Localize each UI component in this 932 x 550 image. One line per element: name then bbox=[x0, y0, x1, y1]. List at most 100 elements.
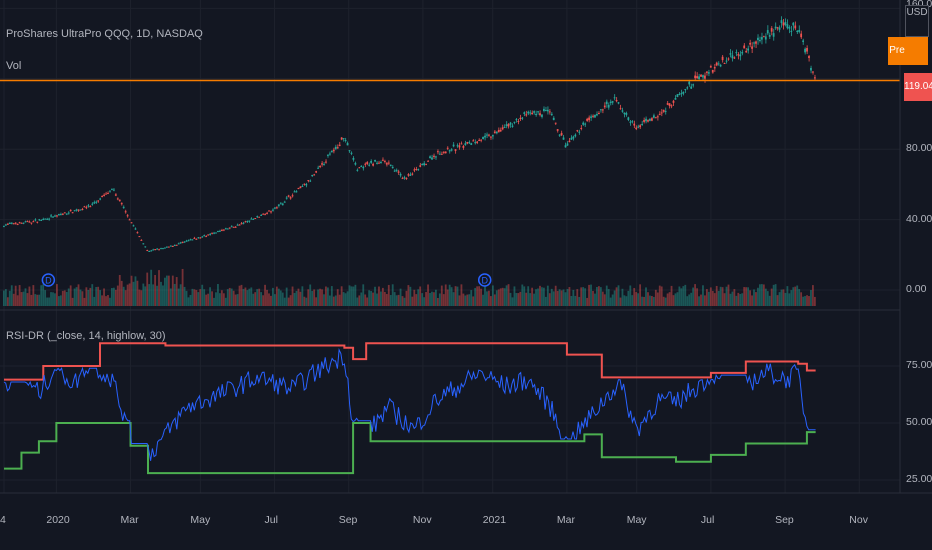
volume-bar bbox=[786, 286, 789, 306]
candle-body bbox=[511, 125, 514, 127]
candle-body bbox=[772, 33, 775, 37]
candle-body bbox=[431, 157, 433, 160]
candle-body bbox=[8, 222, 11, 224]
candle-body bbox=[167, 246, 170, 248]
volume-bar bbox=[120, 280, 123, 306]
candle-body bbox=[268, 210, 270, 212]
candle-body bbox=[307, 180, 310, 182]
volume-bar bbox=[584, 288, 587, 306]
volume-bar bbox=[436, 297, 439, 306]
volume-legend[interactable]: Vol bbox=[6, 60, 22, 72]
candle-body bbox=[433, 155, 435, 157]
volume-bar bbox=[319, 288, 321, 306]
volume-bar bbox=[136, 280, 139, 306]
candle-body bbox=[336, 147, 339, 149]
volume-bar bbox=[745, 287, 748, 306]
volume-bar bbox=[517, 293, 520, 306]
candle-body bbox=[558, 134, 561, 136]
candle-body bbox=[207, 234, 210, 236]
volume-bar bbox=[217, 284, 219, 306]
currency-badge[interactable]: USD bbox=[905, 5, 929, 37]
volume-bar bbox=[32, 285, 35, 306]
candle-body bbox=[753, 42, 755, 44]
time-tick-label: Sep bbox=[775, 514, 794, 526]
candle-body bbox=[535, 113, 537, 116]
candle-body bbox=[81, 208, 84, 210]
candle-body bbox=[702, 75, 704, 78]
candle-body bbox=[28, 221, 31, 223]
candle-body bbox=[179, 242, 182, 244]
time-tick-label: Nov bbox=[412, 514, 432, 526]
volume-bar bbox=[140, 290, 143, 306]
volume-bar bbox=[364, 294, 367, 306]
candle-body bbox=[694, 75, 696, 79]
candle-body bbox=[30, 222, 33, 224]
candle-body bbox=[421, 163, 424, 166]
volume-bar bbox=[562, 289, 565, 306]
candle-body bbox=[578, 131, 581, 133]
candle-body bbox=[562, 137, 565, 140]
candle-body bbox=[193, 237, 196, 239]
candle-body bbox=[374, 159, 376, 162]
volume-bar bbox=[10, 285, 13, 306]
volume-bar bbox=[431, 291, 433, 306]
volume-bar bbox=[759, 284, 761, 306]
candle-body bbox=[645, 118, 647, 122]
candle-body bbox=[654, 117, 657, 119]
candle-body bbox=[321, 163, 323, 165]
candle-body bbox=[462, 145, 465, 148]
volume-bar bbox=[91, 284, 94, 306]
candle-body bbox=[99, 198, 102, 200]
candle-body bbox=[670, 105, 673, 107]
volume-bar bbox=[804, 296, 806, 306]
volume-bar bbox=[415, 294, 418, 306]
candle-body bbox=[415, 168, 418, 170]
candle-body bbox=[409, 174, 412, 176]
candle-body bbox=[305, 184, 308, 186]
candle-body bbox=[696, 76, 698, 79]
candle-body bbox=[203, 235, 206, 237]
candle-body bbox=[48, 218, 50, 220]
candle-body bbox=[796, 30, 799, 33]
candle-body bbox=[623, 112, 626, 115]
volume-bar bbox=[299, 291, 302, 306]
candle-body bbox=[548, 111, 551, 113]
candle-body bbox=[266, 212, 268, 214]
candle-body bbox=[118, 199, 121, 201]
time-tick-label: 4 bbox=[0, 514, 6, 526]
candle-body bbox=[16, 224, 19, 226]
candle-body bbox=[597, 113, 600, 115]
candle-body bbox=[564, 145, 567, 148]
volume-bar bbox=[784, 292, 787, 306]
candle-body bbox=[419, 165, 422, 167]
candle-body bbox=[311, 174, 314, 177]
candle-body bbox=[747, 48, 750, 51]
candle-body bbox=[260, 214, 263, 216]
candle-body bbox=[56, 215, 58, 217]
dividend-marker[interactable] bbox=[477, 273, 492, 287]
volume-bar bbox=[122, 286, 125, 306]
volume-bar bbox=[662, 296, 665, 306]
volume-bar bbox=[668, 292, 671, 306]
candle-body bbox=[160, 248, 162, 250]
volume-bar bbox=[228, 287, 231, 306]
rsi-legend[interactable]: RSI-DR (_close, 14, highlow, 30) bbox=[6, 330, 166, 342]
volume-bar bbox=[354, 284, 357, 306]
candle-body bbox=[625, 113, 628, 115]
volume-bar bbox=[537, 288, 539, 306]
candle-body bbox=[297, 187, 300, 189]
symbol-legend[interactable]: ProShares UltraPro QQQ, 1D, NASDAQ bbox=[6, 28, 203, 40]
dividend-marker[interactable] bbox=[41, 273, 56, 287]
volume-bar bbox=[755, 292, 757, 306]
candle-body bbox=[191, 239, 194, 241]
volume-bar bbox=[8, 290, 11, 306]
volume-bar bbox=[148, 284, 151, 306]
candle-body bbox=[505, 124, 508, 126]
volume-bar bbox=[770, 288, 773, 306]
candle-body bbox=[643, 120, 645, 122]
candle-body bbox=[111, 188, 113, 190]
volume-bar bbox=[372, 292, 374, 306]
candle-body bbox=[156, 248, 158, 250]
candle-body bbox=[427, 160, 429, 162]
